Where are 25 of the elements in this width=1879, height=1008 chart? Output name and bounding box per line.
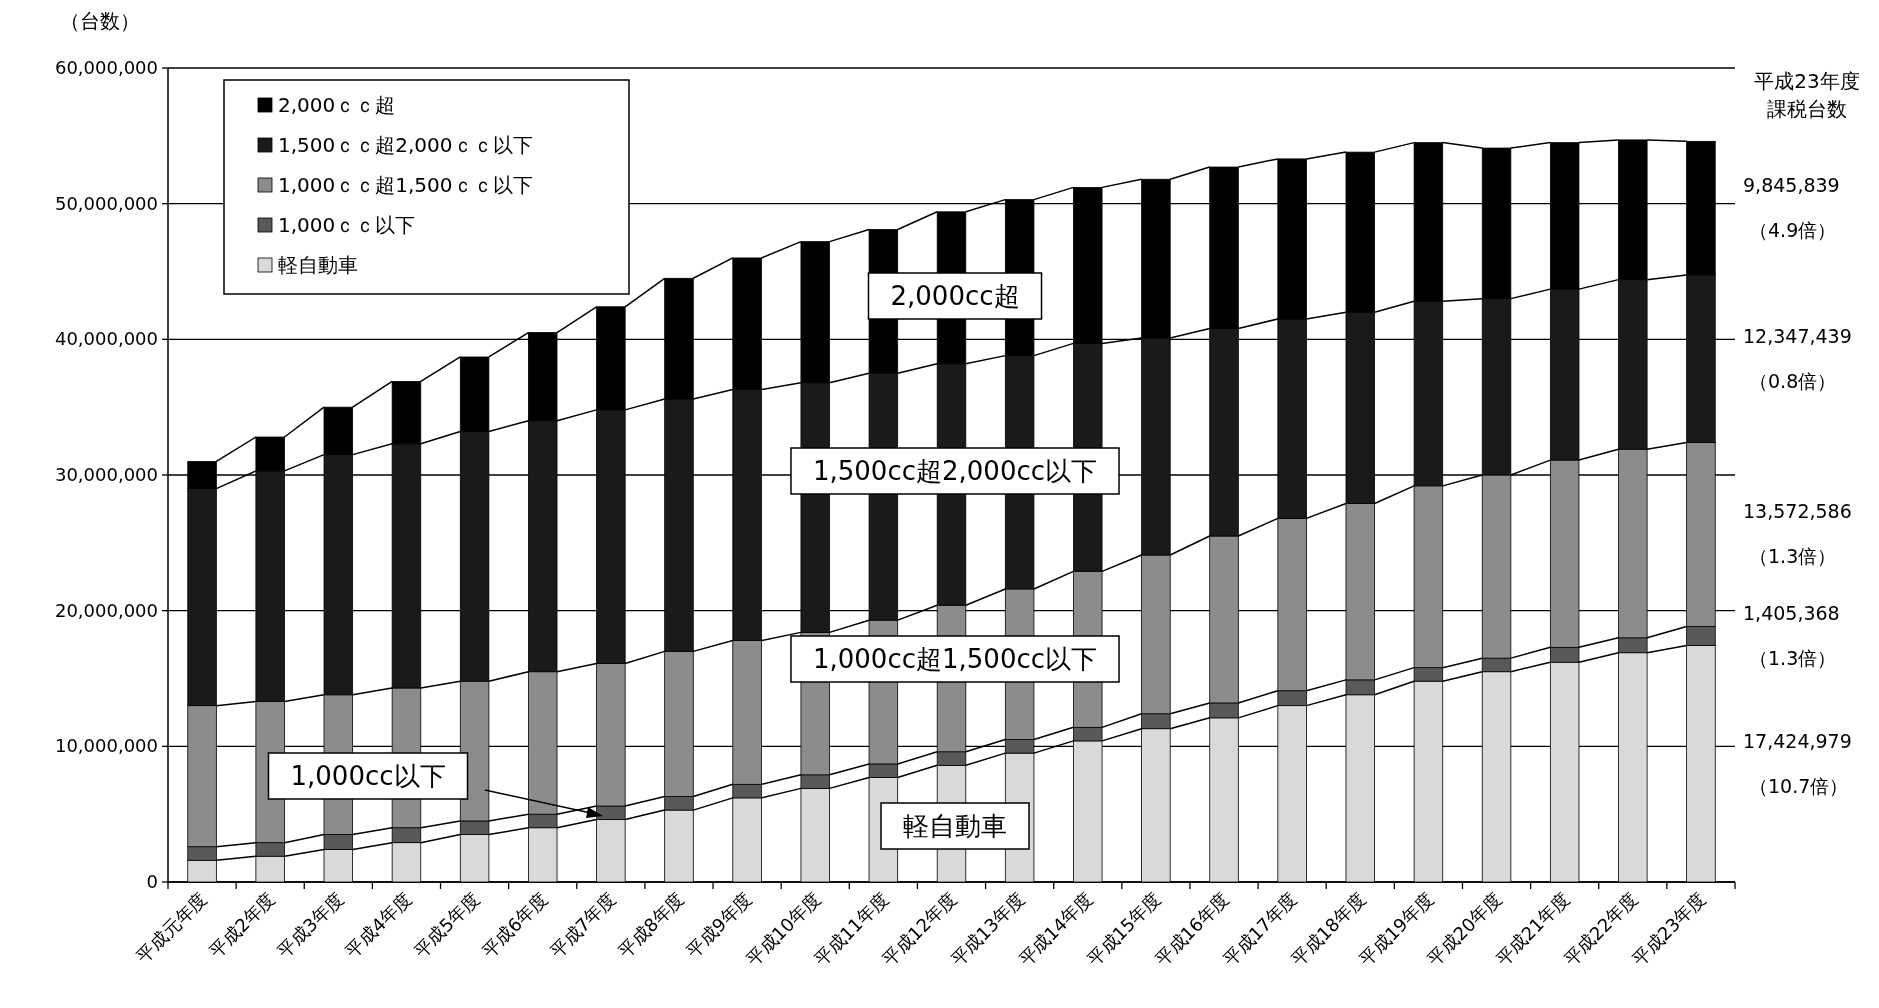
annotation: 1,500cc超2,000cc以下: [812, 456, 1098, 486]
annotation: 1,000cc超1,500cc以下: [812, 644, 1098, 674]
legend-label: 1,500ｃｃ超2,000ｃｃ以下: [278, 133, 533, 157]
y-tick-label: 40,000,000: [54, 328, 158, 350]
annotation: 軽自動車: [903, 811, 1007, 841]
text: 平成23年度: [1754, 69, 1860, 93]
text: 13,572,586 （1.3倍）: [1743, 500, 1852, 568]
text: 17,424,979 （10.7倍）: [1743, 729, 1852, 797]
y-tick-label: 30,000,000: [54, 464, 158, 485]
annotation: 1,000cc以下: [290, 761, 446, 791]
y-tick-label: 0: [146, 871, 158, 892]
legend-label: 軽自動車: [278, 253, 358, 277]
y-axis-title: （台数）: [60, 9, 140, 33]
legend-label: 1,000ｃｃ超1,500ｃｃ以下: [278, 173, 533, 197]
text: 課税台数: [1767, 97, 1847, 121]
y-tick-label: 20,000,000: [54, 599, 158, 621]
y-tick-label: 60,000,000: [54, 57, 158, 78]
text: 1,405,368 （1.3倍）: [1743, 602, 1840, 670]
text: 9,845,839 （4.9倍）: [1743, 174, 1840, 242]
text: 12,347,439 （0.8倍）: [1743, 324, 1852, 392]
annotation: 2,000cc超: [890, 281, 1020, 311]
y-tick-label: 50,000,000: [54, 192, 158, 214]
legend-label: 2,000ｃｃ超: [278, 93, 396, 117]
legend-label: 1,000ｃｃ以下: [278, 213, 416, 237]
y-tick-label: 10,000,000: [54, 735, 158, 757]
